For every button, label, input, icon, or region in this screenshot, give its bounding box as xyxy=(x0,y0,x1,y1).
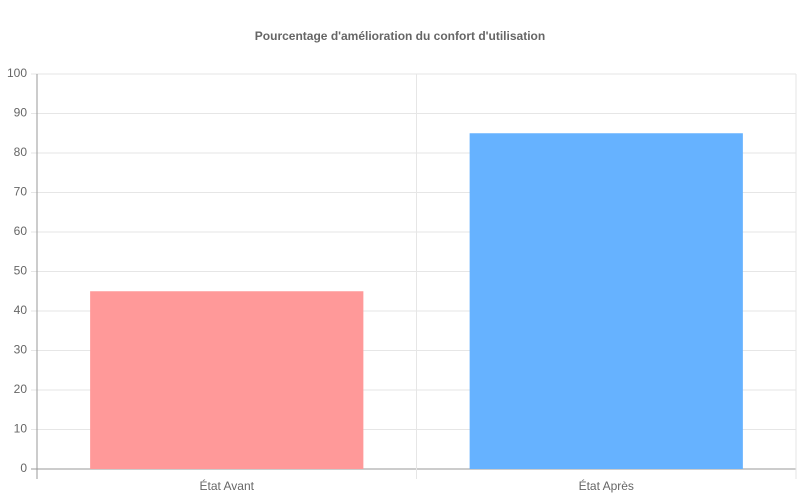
y-tick-label: 90 xyxy=(14,106,28,120)
y-tick-label: 80 xyxy=(14,145,28,159)
y-tick-label: 50 xyxy=(14,264,28,278)
y-tick-label: 100 xyxy=(7,66,27,80)
y-tick-label: 40 xyxy=(14,303,28,317)
bar xyxy=(469,133,743,469)
y-tick-label: 0 xyxy=(20,461,27,475)
x-tick-label: État Avant xyxy=(200,478,255,493)
y-tick-label: 60 xyxy=(14,224,28,238)
bar xyxy=(90,291,364,469)
y-tick-label: 30 xyxy=(14,343,28,357)
chart-title: Pourcentage d'amélioration du confort d'… xyxy=(255,29,545,43)
x-tick-label: État Après xyxy=(579,478,634,493)
y-tick-label: 20 xyxy=(14,382,28,396)
y-tick-label: 70 xyxy=(14,185,28,199)
y-tick-label: 10 xyxy=(14,422,28,436)
